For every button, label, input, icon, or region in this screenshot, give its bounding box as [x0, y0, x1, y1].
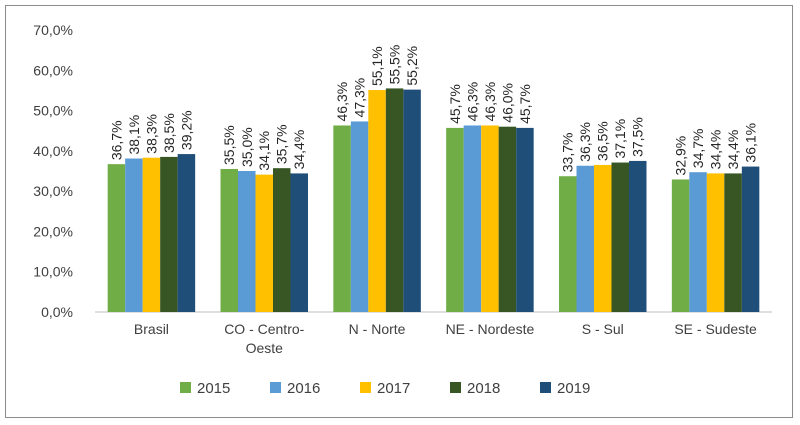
bar-2019-0 [177, 154, 196, 312]
data-label: 34,4% [291, 130, 307, 170]
bar-2019-4 [629, 160, 647, 312]
data-label: 39,2% [178, 110, 194, 150]
bar-2016-0 [125, 158, 143, 312]
data-label: 36,1% [743, 123, 759, 163]
data-label: 55,1% [369, 46, 385, 86]
data-label: 37,1% [612, 119, 628, 159]
y-tick-label: 60,0% [33, 62, 73, 78]
data-label: 45,7% [447, 84, 463, 124]
x-tick-label: NE - Nordeste [446, 321, 535, 337]
data-label: 35,5% [221, 125, 237, 165]
x-tick-label: S - Sul [582, 321, 624, 337]
bar-2017-3 [481, 125, 499, 312]
data-label: 38,3% [143, 114, 159, 154]
x-tick-label: Oeste [246, 340, 284, 356]
bar-2017-5 [706, 173, 725, 312]
legend-label-2017: 2017 [377, 380, 410, 397]
bar-2018-1 [273, 168, 291, 312]
y-tick-label: 30,0% [33, 183, 73, 199]
legend-swatch-2019 [540, 382, 551, 393]
legend-swatch-2015 [180, 382, 191, 393]
bar-2015-3 [446, 127, 464, 312]
bar-2016-3 [463, 125, 482, 312]
data-label: 36,5% [595, 121, 611, 161]
legend-swatch-2016 [270, 382, 281, 393]
legend-label-2015: 2015 [197, 380, 230, 397]
bar-2019-3 [516, 127, 534, 312]
data-label: 47,3% [352, 78, 368, 118]
data-label: 45,7% [517, 84, 533, 124]
data-label: 46,3% [482, 82, 498, 122]
y-tick-label: 20,0% [33, 223, 73, 239]
data-label: 46,0% [499, 83, 515, 123]
data-label: 37,5% [630, 117, 646, 157]
data-label: 35,7% [274, 124, 290, 164]
legend-label-2018: 2018 [467, 380, 500, 397]
bar-2017-4 [594, 164, 612, 312]
bar-2019-1 [290, 173, 308, 312]
data-label: 34,7% [690, 129, 706, 169]
bar-2018-0 [160, 156, 178, 312]
bar-2016-4 [576, 165, 594, 312]
bar-2016-1 [238, 171, 256, 312]
data-label: 34,4% [708, 130, 724, 170]
legend-swatch-2018 [450, 382, 461, 393]
data-label: 38,1% [126, 115, 142, 155]
legend-label-2019: 2019 [557, 380, 590, 397]
data-label: 34,1% [256, 131, 272, 171]
y-tick-label: 40,0% [33, 143, 73, 159]
data-label: 46,3% [464, 82, 480, 122]
data-label: 33,7% [560, 133, 576, 173]
data-label: 36,3% [577, 122, 593, 162]
data-label: 35,0% [239, 127, 255, 167]
bar-2015-4 [559, 176, 577, 312]
data-label: 34,4% [725, 130, 741, 170]
bar-2018-3 [498, 126, 517, 312]
data-label: 36,7% [108, 120, 124, 160]
bar-2016-2 [350, 121, 369, 312]
bar-2018-2 [385, 88, 404, 313]
y-tick-label: 10,0% [33, 264, 73, 280]
bar-2016-5 [689, 172, 707, 312]
bar-2015-0 [107, 164, 126, 312]
bar-2017-2 [368, 90, 386, 312]
bar-2019-5 [741, 166, 760, 312]
x-tick-label: Brasil [134, 321, 169, 337]
legend-label-2016: 2016 [287, 380, 320, 397]
bar-2015-1 [220, 168, 238, 312]
y-tick-label: 0,0% [41, 304, 73, 320]
y-tick-label: 70,0% [33, 22, 73, 38]
legend-swatch-2017 [360, 382, 371, 393]
bar-2015-5 [671, 179, 690, 312]
data-label: 38,5% [161, 113, 177, 153]
x-tick-label: SE - Sudeste [674, 321, 757, 337]
bar-2017-0 [142, 157, 161, 312]
x-tick-label: N - Norte [349, 321, 406, 337]
data-label: 32,9% [673, 136, 689, 176]
bar-2018-4 [611, 162, 629, 312]
y-tick-label: 50,0% [33, 103, 73, 119]
data-label: 46,3% [334, 82, 350, 122]
bar-2018-5 [724, 173, 742, 312]
bar-2019-2 [403, 89, 421, 312]
data-label: 55,2% [404, 46, 420, 86]
bar-2015-2 [333, 125, 351, 312]
bar-2017-1 [255, 174, 273, 312]
x-tick-label: CO - Centro- [224, 321, 304, 337]
data-label: 55,5% [387, 45, 403, 85]
